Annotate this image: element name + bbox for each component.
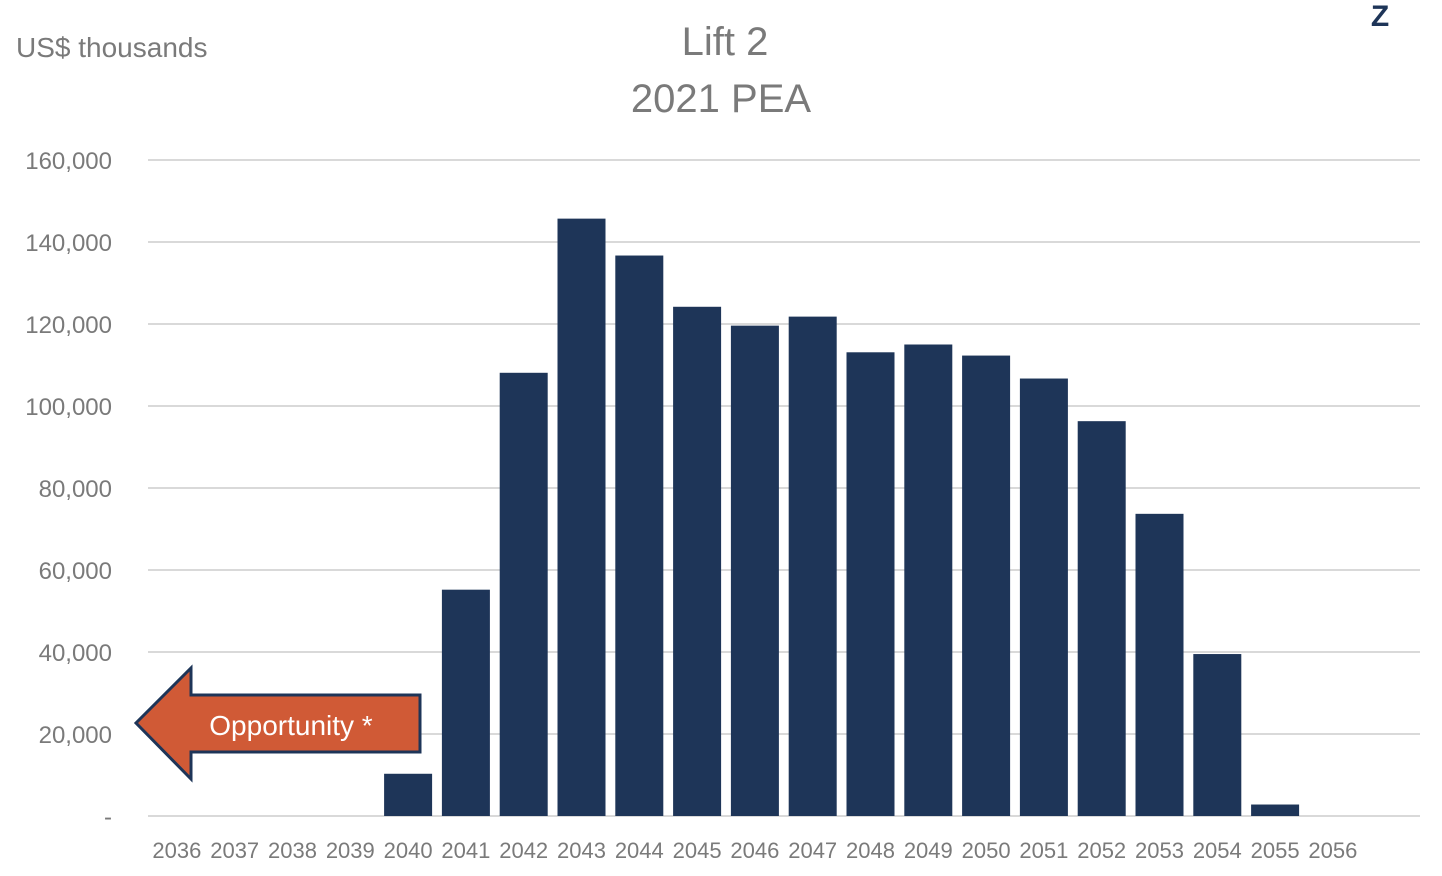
x-tick-label: 2049 xyxy=(904,838,953,863)
bar-2051 xyxy=(1019,378,1068,816)
y-axis-ticks: - 20,000 40,000 60,000 80,000 100,000 120,000 1… xyxy=(25,148,112,831)
y-axis-label: US$ thousands xyxy=(16,32,207,63)
bar-2046 xyxy=(730,325,779,816)
y-tick-label: 100,000 xyxy=(25,394,112,421)
bar-2050 xyxy=(962,355,1011,816)
x-tick-label: 2046 xyxy=(730,838,779,863)
bar-2049 xyxy=(904,344,953,816)
bar-2045 xyxy=(673,306,722,816)
x-tick-label: 2051 xyxy=(1019,838,1068,863)
x-tick-label: 2047 xyxy=(788,838,837,863)
x-tick-label: 2039 xyxy=(326,838,375,863)
y-tick-label: 40,000 xyxy=(39,640,112,667)
bar-2052 xyxy=(1077,421,1126,816)
bar-2055 xyxy=(1251,804,1300,816)
x-tick-label: 2042 xyxy=(499,838,548,863)
x-tick-label: 2036 xyxy=(152,838,201,863)
bars xyxy=(384,218,1300,816)
y-tick-label: 20,000 xyxy=(39,722,112,749)
x-tick-label: 2038 xyxy=(268,838,317,863)
chart-subtitle: 2021 PEA xyxy=(631,77,811,121)
x-tick-label: 2050 xyxy=(962,838,1011,863)
x-tick-label: 2044 xyxy=(615,838,664,863)
opportunity-arrow: Opportunity * xyxy=(133,664,422,783)
bar-2048 xyxy=(846,352,895,816)
bar-2042 xyxy=(499,372,548,816)
bar-2041 xyxy=(441,589,490,816)
bar-2040 xyxy=(384,773,433,816)
x-tick-label: 2043 xyxy=(557,838,606,863)
x-tick-label: 2052 xyxy=(1077,838,1126,863)
bar-2054 xyxy=(1193,654,1242,816)
y-tick-label: - xyxy=(104,804,112,831)
y-tick-label: 80,000 xyxy=(39,476,112,503)
opportunity-label: Opportunity * xyxy=(209,710,373,741)
x-tick-label: 2054 xyxy=(1193,838,1242,863)
x-tick-label: 2041 xyxy=(441,838,490,863)
chart-title: Lift 2 xyxy=(682,20,769,64)
x-axis-ticks: 2036 2037 2038 2039 2040 2041 2042 2043 2044 2045… xyxy=(152,838,1357,863)
brand-logo: Z xyxy=(1371,0,1389,33)
x-tick-label: 2055 xyxy=(1251,838,1300,863)
left-arrow-icon xyxy=(133,664,422,783)
bar-2044 xyxy=(615,255,664,816)
y-tick-label: 60,000 xyxy=(39,558,112,585)
x-tick-label: 2056 xyxy=(1308,838,1357,863)
bar-2043 xyxy=(557,218,606,816)
x-tick-label: 2037 xyxy=(210,838,259,863)
brand-logo-icon: Z xyxy=(1371,0,1389,33)
x-tick-label: 2053 xyxy=(1135,838,1184,863)
bar-2047 xyxy=(788,316,837,816)
y-tick-label: 160,000 xyxy=(25,148,112,175)
x-tick-label: 2045 xyxy=(673,838,722,863)
x-tick-label: 2040 xyxy=(384,838,433,863)
bar-2053 xyxy=(1135,513,1184,816)
y-tick-label: 140,000 xyxy=(25,230,112,257)
x-tick-label: 2048 xyxy=(846,838,895,863)
y-tick-label: 120,000 xyxy=(25,312,112,339)
